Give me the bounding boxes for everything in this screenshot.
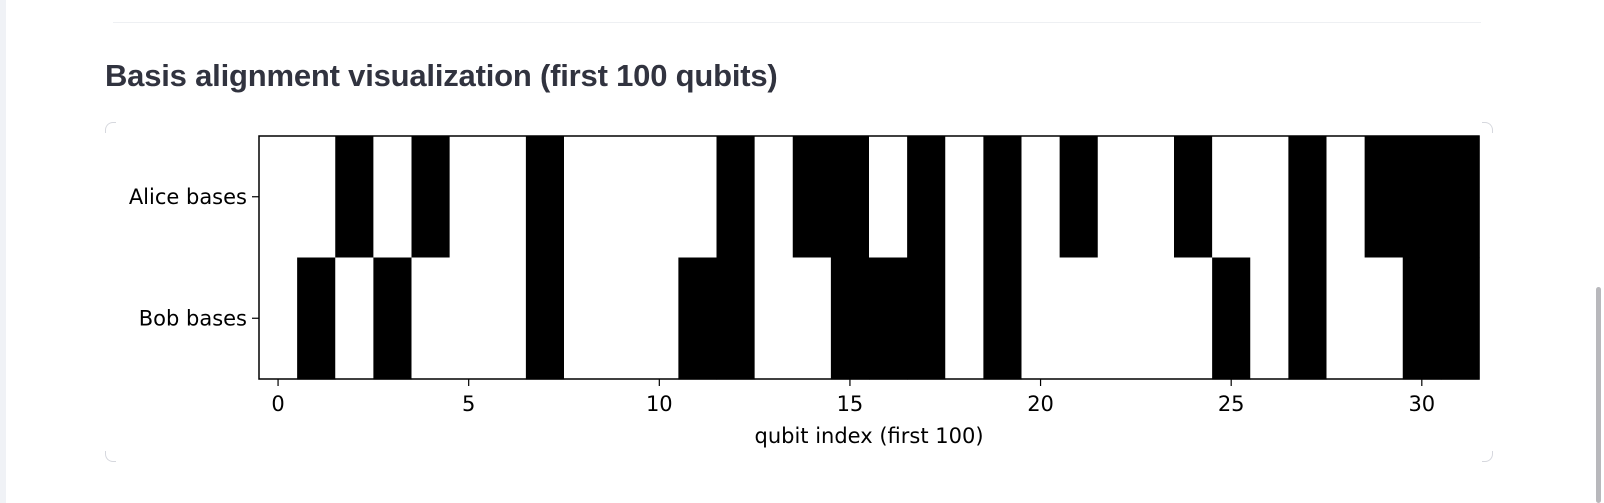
heatmap-cell: [678, 136, 718, 259]
y-axis: Alice bases Bob bases: [129, 185, 259, 330]
heatmap-cell: [1135, 136, 1175, 259]
y-tick-label: Alice bases: [129, 185, 247, 209]
x-axis: 0 5 10 15 20 25 30: [271, 379, 1435, 416]
heatmap-cell: [945, 257, 984, 380]
heatmap-cell: [1097, 257, 1137, 380]
heatmap-cell: [335, 136, 374, 259]
heatmap-cell: [564, 257, 603, 380]
heatmap-cell: [945, 136, 984, 259]
figure-container: [105, 122, 1493, 462]
heatmap-cell: [1326, 136, 1366, 259]
heatmap-cell: [373, 136, 413, 259]
x-axis-label: qubit index (first 100): [754, 424, 983, 448]
heatmap-cell: [1212, 257, 1251, 380]
heatmap-cell: [487, 136, 527, 259]
section-divider: [113, 22, 1481, 23]
x-tick-label: 10: [646, 392, 673, 416]
figure-corner-top-left: [105, 122, 116, 133]
heatmap-cell: [869, 136, 908, 259]
heatmap-cell: [1174, 257, 1213, 380]
heatmap-cell: [602, 136, 641, 259]
plot-frame: [258, 135, 1480, 380]
heatmap-cell: [640, 257, 679, 380]
heatmap-cell: [792, 257, 832, 380]
x-tick-label: 15: [837, 392, 864, 416]
heatmap-cell: [983, 257, 1023, 380]
section-title: Basis alignment visualization (first 100…: [105, 58, 778, 93]
heatmap-cell: [564, 136, 603, 259]
heatmap-cell: [1212, 136, 1251, 259]
heatmap-cell: [411, 257, 451, 380]
heatmap-cells: [259, 136, 1480, 380]
heatmap-cell: [754, 136, 794, 259]
x-tick-label: 20: [1027, 392, 1054, 416]
left-panel-edge: [0, 0, 6, 503]
heatmap-cell: [869, 257, 908, 380]
y-tick-label: Bob bases: [139, 306, 247, 330]
heatmap-cell: [754, 257, 794, 380]
heatmap-cell: [830, 136, 870, 259]
heatmap-cell: [983, 136, 1023, 259]
x-tick-label: 5: [462, 392, 475, 416]
heatmap-cell: [716, 257, 756, 380]
heatmap-cell: [1326, 257, 1366, 380]
heatmap-cell: [907, 136, 946, 259]
heatmap-cell: [602, 257, 641, 380]
x-tick-label: 25: [1218, 392, 1245, 416]
scrollbar-thumb[interactable]: [1596, 287, 1601, 503]
heatmap-cell: [1174, 136, 1213, 259]
heatmap-cell: [297, 257, 336, 380]
figure-corner-top-right: [1482, 122, 1493, 133]
heatmap-cell: [1021, 257, 1061, 380]
heatmap-cell: [487, 257, 527, 380]
scrollbar[interactable]: [1590, 0, 1604, 503]
heatmap-cell: [259, 257, 298, 380]
heatmap-cell: [1364, 136, 1404, 259]
heatmap-cell: [525, 136, 565, 259]
heatmap-cell: [335, 257, 374, 380]
heatmap-cell: [1440, 257, 1480, 380]
heatmap-cell: [1250, 136, 1289, 259]
x-tick-label: 0: [271, 392, 284, 416]
x-tick-label: 30: [1408, 392, 1435, 416]
heatmap-cell: [830, 257, 870, 380]
heatmap-cell: [1402, 257, 1442, 380]
figure-corner-bottom-right: [1482, 451, 1493, 462]
heatmap-cell: [792, 136, 832, 259]
heatmap-cell: [678, 257, 718, 380]
heatmap-cell: [449, 257, 489, 380]
heatmap-cell: [907, 257, 946, 380]
heatmap-cell: [640, 136, 679, 259]
heatmap-cell: [1097, 136, 1137, 259]
heatmap-cell: [297, 136, 336, 259]
heatmap-cell: [525, 257, 565, 380]
heatmap-cell: [1364, 257, 1404, 380]
heatmap-cell: [1135, 257, 1175, 380]
heatmap-cell: [449, 136, 489, 259]
heatmap-cell: [1440, 136, 1480, 259]
heatmap-cell: [259, 136, 298, 259]
heatmap-cell: [1021, 136, 1061, 259]
heatmap-cell: [1402, 136, 1442, 259]
figure-corner-bottom-left: [105, 451, 116, 462]
heatmap-cell: [716, 136, 756, 259]
heatmap-cell: [1059, 136, 1099, 259]
heatmap-cell: [373, 257, 413, 380]
heatmap-cell: [411, 136, 451, 259]
heatmap-cell: [1288, 136, 1328, 259]
heatmap-cell: [1059, 257, 1099, 380]
heatmap-cell: [1288, 257, 1328, 380]
heatmap-cell: [1250, 257, 1289, 380]
